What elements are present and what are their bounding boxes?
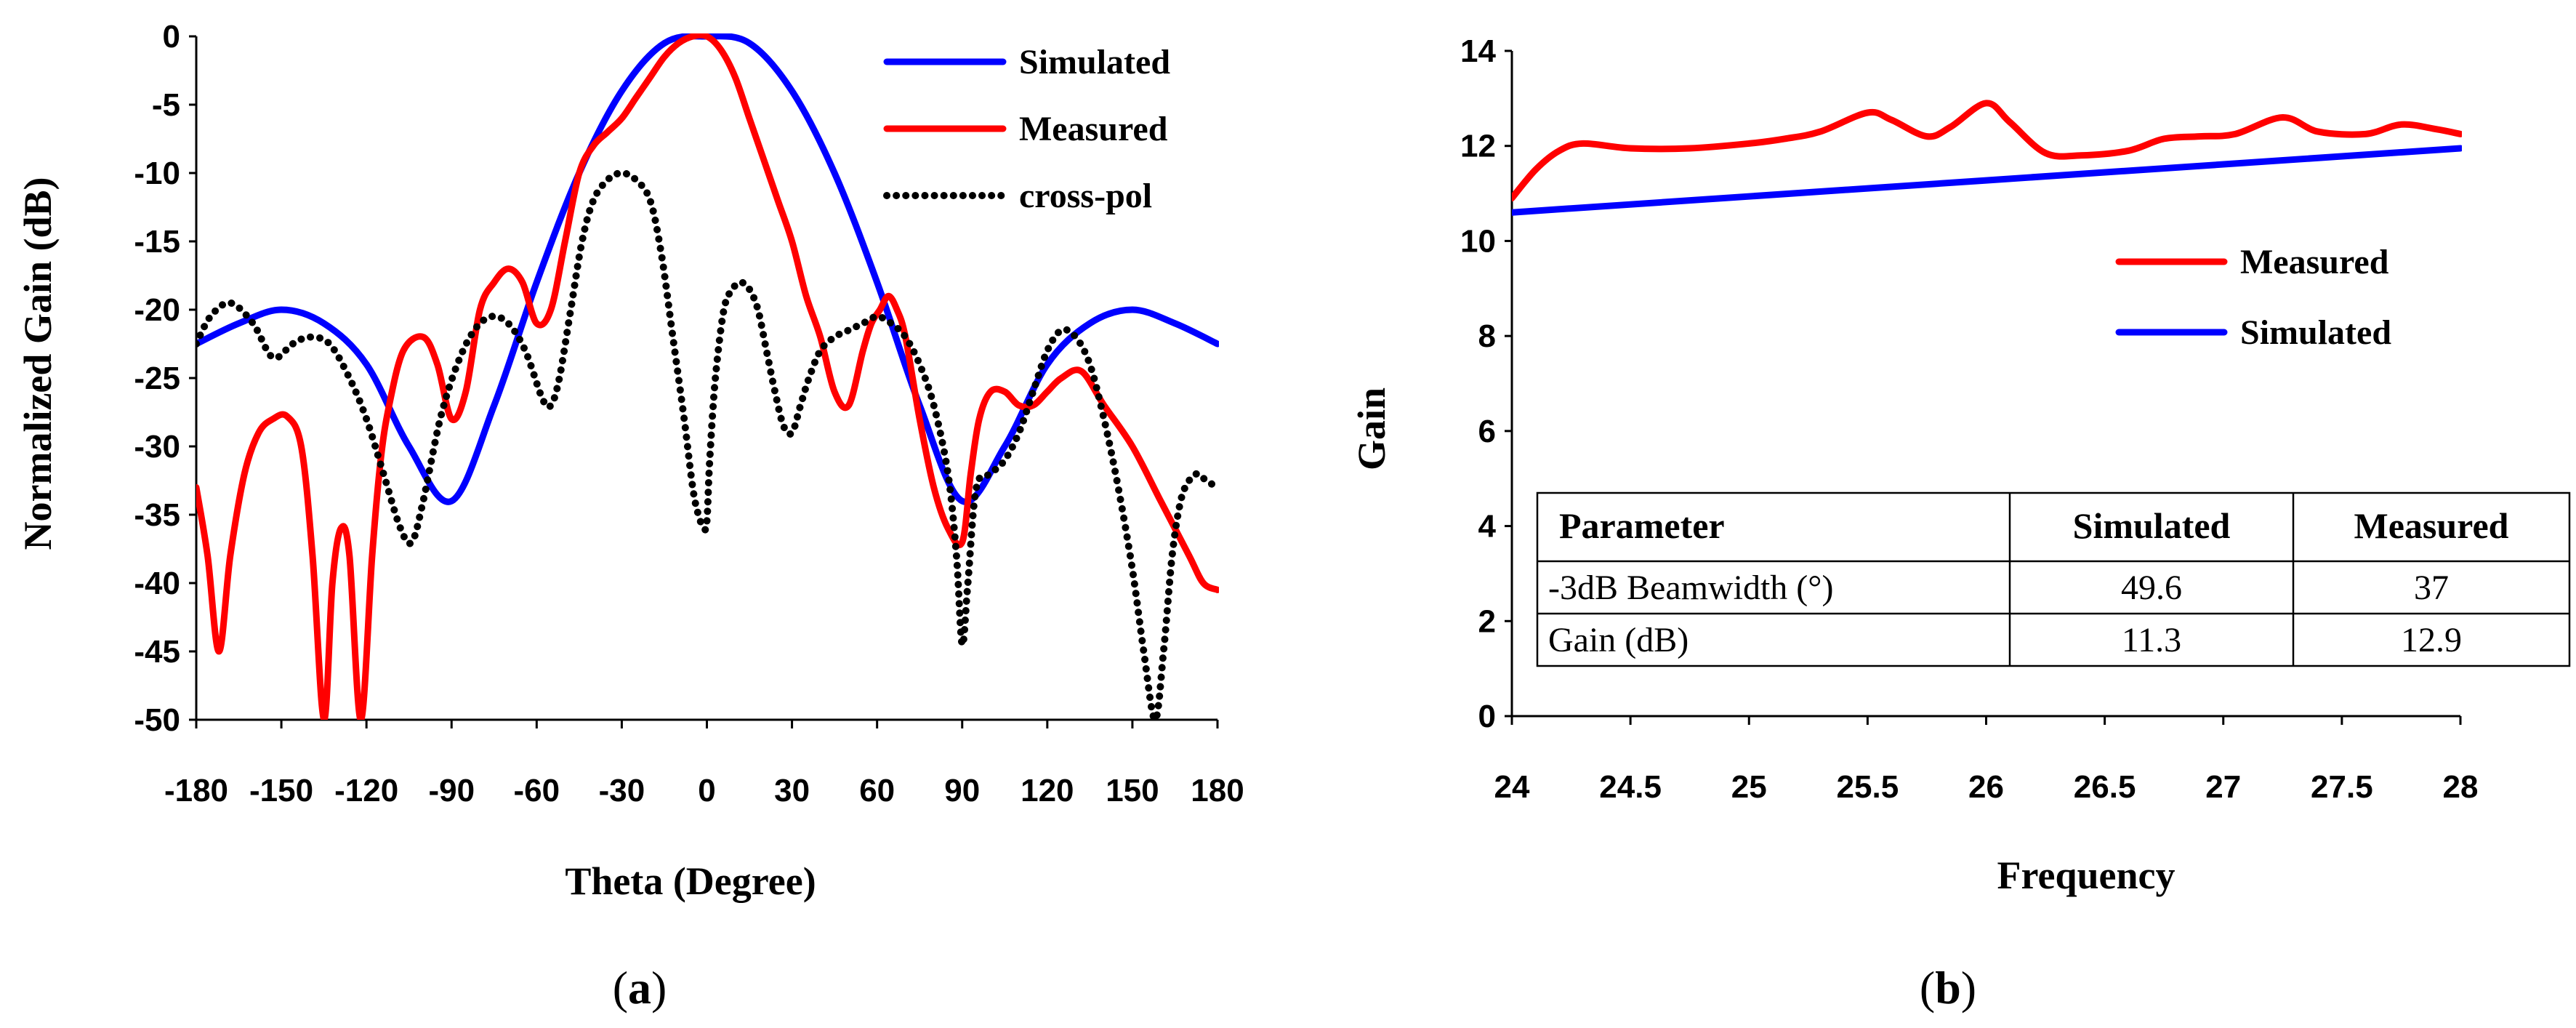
x-tick-label: 30	[774, 773, 810, 808]
x-tick-label: 150	[1106, 773, 1159, 808]
series-line-cross-pol	[196, 169, 1219, 720]
y-tick-label: -45	[134, 634, 180, 670]
table-header-cell: Measured	[2354, 505, 2509, 546]
table-cell: 11.3	[2122, 621, 2181, 659]
x-tick-label: 26.5	[2074, 769, 2136, 805]
x-tick-label: 24.5	[1599, 769, 1662, 805]
chart-a-y-ticks: 0 -5 -10 -15 -20 -25 -30 -35 -40 -45 -50	[134, 19, 196, 738]
y-tick-label: -30	[134, 429, 180, 465]
y-tick-label: -20	[134, 292, 180, 328]
chart-a: 0-5-10-15-20-25-30-35-40-45-50 -180 -150-…	[16, 19, 1244, 1013]
x-tick-label: 26	[1968, 769, 2004, 805]
y-tick-label: 4	[1478, 509, 1497, 545]
x-tick-label: 180	[1191, 773, 1244, 808]
chart-b-y-axis-title: Gain	[1350, 387, 1393, 470]
chart-b-x-axis-title: Frequency	[1997, 854, 2175, 897]
y-tick-label: 8	[1478, 318, 1496, 354]
series-line-measured	[196, 33, 1219, 720]
chart-b-series	[1512, 100, 2462, 216]
x-tick-label: 25.5	[1837, 769, 1899, 805]
y-tick-label: 0	[1478, 699, 1496, 734]
x-tick-label: 24	[1494, 769, 1530, 805]
x-tick-label: 60	[859, 773, 895, 808]
chart-b-table: Parameter Simulated Measured -3dB Beamwidth…	[1536, 491, 2571, 667]
x-tick-label: -180	[164, 773, 228, 808]
x-tick-label: 27	[2205, 769, 2241, 805]
y-tick-label: 14	[1460, 33, 1496, 69]
x-tick-label: -30	[599, 773, 645, 808]
y-tick-label: -35	[134, 497, 180, 533]
series-line-simulated	[1512, 145, 2462, 216]
x-tick-label: -120	[334, 773, 398, 808]
y-tick-label: -25	[134, 361, 180, 396]
table-header-cell: Parameter	[1559, 505, 1725, 546]
table-cell: -3dB Beamwidth (°)	[1548, 569, 1833, 607]
chart-a-y-axis-title: Normalized Gain (dB)	[16, 177, 60, 550]
series-line-measured	[1512, 100, 2462, 202]
y-tick-label: -5	[152, 87, 180, 123]
y-tick-label: 2	[1478, 603, 1496, 639]
y-tick-label: 0	[163, 19, 180, 55]
series-line-simulated	[196, 33, 1219, 505]
x-tick-label: -90	[428, 773, 475, 808]
legend-label-simulated: Simulated	[2240, 313, 2391, 352]
x-tick-label: -150	[249, 773, 313, 808]
chart-a-x-axis-title: Theta (Degree)	[565, 859, 816, 903]
table-frame	[1536, 491, 2571, 667]
x-tick-label: 28	[2443, 769, 2479, 805]
y-tick-label: 6	[1478, 414, 1496, 449]
chart-a-x-ticks: -180 -150 -120 -90 -60 -30 0 30 60 90 120 150 180	[164, 720, 1244, 808]
legend-label-cross-pol: cross-pol	[1019, 177, 1152, 215]
x-tick-label: 90	[944, 773, 980, 808]
table-cell: 49.6	[2121, 569, 2182, 607]
legend-label-measured: Measured	[1019, 110, 1168, 148]
x-tick-label: 25	[1731, 769, 1767, 805]
chart-a-legend: Simulated Measured cross-pol	[883, 43, 1170, 215]
chart-b-x-ticks: 24 24.5 25 25.5 26 26.5 27 27.5 28	[1494, 716, 2479, 805]
x-tick-label: 0	[698, 773, 715, 808]
table-header-cell: Simulated	[2073, 505, 2231, 546]
x-tick-label: 27.5	[2311, 769, 2373, 805]
y-tick-label: -15	[134, 224, 180, 260]
x-tick-label: 120	[1021, 773, 1074, 808]
panel-label-b: (b)	[1920, 962, 1976, 1013]
y-tick-label: -40	[134, 566, 180, 601]
x-tick-label: -60	[514, 773, 560, 808]
legend-label-simulated: Simulated	[1019, 43, 1170, 81]
table-cell: 12.9	[2401, 621, 2462, 659]
panel-label-a: (a)	[613, 962, 667, 1013]
y-tick-label: -10	[134, 156, 180, 191]
legend-label-measured: Measured	[2240, 243, 2389, 281]
chart-b-legend: Measured Simulated	[2115, 243, 2391, 352]
chart-b-y-ticks: 0 2 4 6 8 10 12 14	[1460, 33, 1512, 734]
y-tick-label: 10	[1460, 223, 1496, 259]
y-tick-label: -50	[134, 702, 180, 738]
table-cell: 37	[2414, 569, 2449, 607]
table-cell: Gain (dB)	[1548, 621, 1689, 659]
y-tick-label: 12	[1460, 129, 1496, 164]
chart-a-series	[196, 33, 1219, 720]
